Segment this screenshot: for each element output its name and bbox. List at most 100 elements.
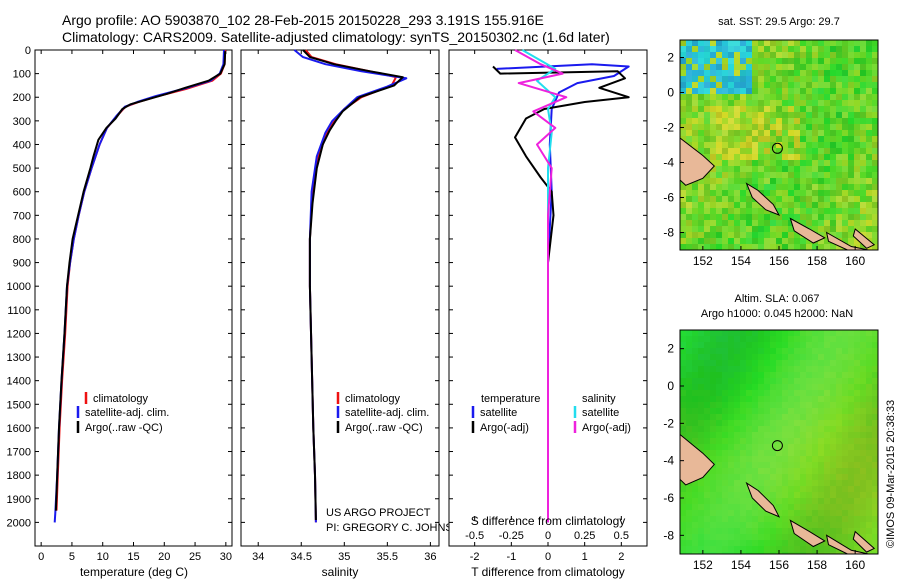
map-cell	[800, 64, 806, 70]
map-cell	[734, 160, 740, 166]
map-cell	[686, 118, 692, 124]
map-cell	[830, 142, 836, 148]
map-cell	[710, 480, 716, 486]
map-cell	[812, 420, 818, 426]
map-cell	[758, 148, 764, 154]
map-cell	[758, 238, 764, 244]
map-cell	[854, 106, 860, 112]
legend-label-climatology: climatology	[93, 393, 149, 405]
map-cell	[740, 408, 746, 414]
map-cell	[752, 552, 758, 554]
map-cell	[776, 504, 782, 510]
map-cell	[752, 40, 758, 46]
map-cell	[770, 528, 776, 534]
map-cell	[860, 510, 866, 516]
map-cell	[728, 372, 734, 378]
map-cell	[818, 414, 824, 420]
map-cell	[860, 426, 866, 432]
map-cell	[788, 450, 794, 456]
map-cell	[710, 148, 716, 154]
map-cell	[752, 540, 758, 546]
map-cell	[830, 468, 836, 474]
map-cell	[692, 202, 698, 208]
map-cell	[734, 100, 740, 106]
map-cell	[758, 64, 764, 70]
map-cell	[782, 136, 788, 142]
map-cell	[740, 510, 746, 516]
temperature-legend: climatology satellite-adj. clim. Argo(..…	[76, 392, 169, 434]
map-cell	[680, 348, 686, 354]
map-cell	[758, 360, 764, 366]
map-cell	[794, 94, 800, 100]
map-cell	[836, 232, 842, 238]
map-cell	[848, 208, 854, 214]
map-cell	[794, 70, 800, 76]
map-cell	[848, 504, 854, 510]
map-cell	[752, 202, 758, 208]
map-cell	[854, 480, 860, 486]
map-cell	[842, 516, 848, 522]
map-cell	[710, 142, 716, 148]
map-cell	[824, 142, 830, 148]
map-cell	[812, 112, 818, 118]
map-cell	[692, 190, 698, 196]
map-cell	[854, 244, 860, 250]
map-cell	[686, 396, 692, 402]
map-cell	[776, 384, 782, 390]
map-cell	[710, 498, 716, 504]
map-cell	[746, 160, 752, 166]
map-cell	[734, 184, 740, 190]
map-cell	[704, 504, 710, 510]
map-cell	[812, 166, 818, 172]
map-cell	[866, 184, 872, 190]
map-cell	[800, 178, 806, 184]
map-cell	[860, 64, 866, 70]
map-cell	[860, 178, 866, 184]
map-cell	[686, 76, 692, 82]
map-cell	[692, 384, 698, 390]
map-cell	[818, 160, 824, 166]
map-cell	[752, 408, 758, 414]
map-cell	[716, 414, 722, 420]
map-cell	[842, 534, 848, 540]
map-cell	[776, 456, 782, 462]
map-cell	[698, 378, 704, 384]
map-cell	[818, 82, 824, 88]
map-cell	[734, 534, 740, 540]
map-cell	[794, 546, 800, 552]
map-cell	[764, 40, 770, 46]
map-cell	[692, 480, 698, 486]
map-cell	[782, 366, 788, 372]
map-cell	[764, 190, 770, 196]
map-cell	[764, 420, 770, 426]
map-cell	[752, 384, 758, 390]
map-cell	[782, 232, 788, 238]
map-cell	[842, 100, 848, 106]
map-cell	[806, 142, 812, 148]
legend-label-argo: Argo(..raw -QC)	[85, 422, 163, 434]
map-cell	[686, 516, 692, 522]
map-cell	[782, 498, 788, 504]
map-cell	[698, 552, 704, 554]
map-cell	[812, 190, 818, 196]
map-cell	[800, 148, 806, 154]
map-cell	[770, 348, 776, 354]
map-cell	[800, 58, 806, 64]
map-cell	[728, 100, 734, 106]
map-cell	[722, 100, 728, 106]
map-cell	[710, 76, 716, 82]
map-cell	[848, 118, 854, 124]
map-cell	[770, 184, 776, 190]
map-cell	[812, 384, 818, 390]
map-cell	[800, 124, 806, 130]
land-polygon	[680, 433, 715, 486]
map-cell	[866, 82, 872, 88]
map-cell	[830, 100, 836, 106]
map-cell	[680, 540, 686, 546]
map-cell	[842, 148, 848, 154]
map-cell	[734, 136, 740, 142]
map-cell	[764, 342, 770, 348]
map-cell	[710, 354, 716, 360]
map-cell	[848, 456, 854, 462]
map-cell	[842, 88, 848, 94]
